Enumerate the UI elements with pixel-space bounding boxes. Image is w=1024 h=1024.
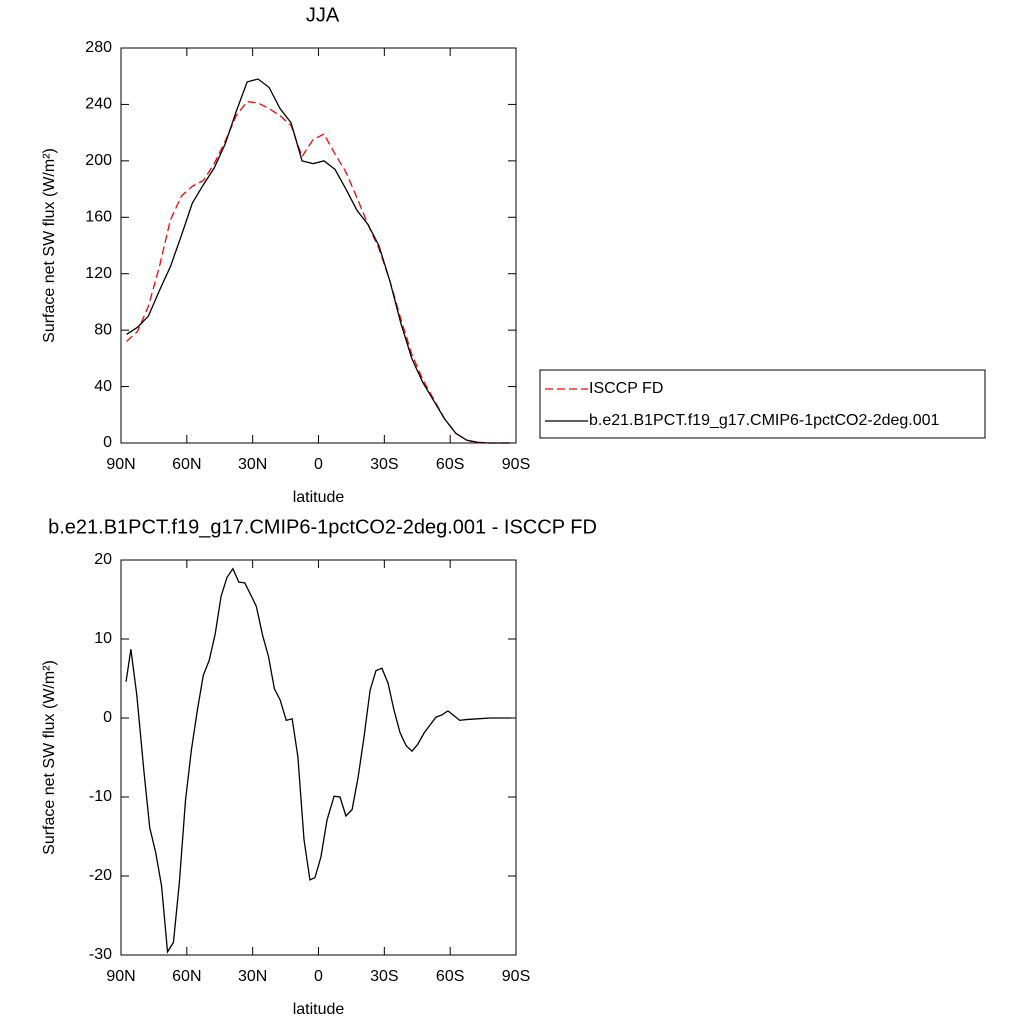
x-tick-label: 60S bbox=[436, 968, 464, 985]
data-line bbox=[126, 100, 511, 444]
y-tick-label: 120 bbox=[85, 265, 112, 282]
chart: b.e21.B1PCT.f19_g17.CMIP6-1pctCO2-2deg.0… bbox=[41, 516, 597, 1018]
y-tick-label: -30 bbox=[89, 946, 112, 963]
x-tick-label: 30S bbox=[370, 456, 398, 473]
legend-label: ISCCP FD bbox=[589, 380, 663, 397]
x-tick-label: 30N bbox=[238, 456, 267, 473]
data-line bbox=[126, 78, 511, 444]
y-tick-label: -20 bbox=[89, 867, 112, 884]
x-tick-label: 60S bbox=[436, 456, 464, 473]
y-tick-label: 280 bbox=[85, 39, 112, 56]
x-tick-label: 90S bbox=[502, 968, 530, 985]
x-tick-label: 90N bbox=[106, 968, 135, 985]
y-axis-label: Surface net SW flux (W/m²) bbox=[41, 660, 58, 855]
plot-frame bbox=[120, 559, 517, 956]
y-axis-label: Surface net SW flux (W/m²) bbox=[41, 148, 58, 343]
y-tick-label: 80 bbox=[94, 321, 112, 338]
x-tick-label: 30N bbox=[238, 968, 267, 985]
x-tick-label: 0 bbox=[314, 968, 323, 985]
legend-label: b.e21.B1PCT.f19_g17.CMIP6-1pctCO2-2deg.0… bbox=[589, 412, 940, 429]
y-tick-label: 240 bbox=[85, 96, 112, 113]
x-tick-label: 0 bbox=[314, 456, 323, 473]
y-tick-label: -10 bbox=[89, 788, 112, 805]
data-line bbox=[125, 567, 511, 954]
x-tick-label: 60N bbox=[172, 968, 201, 985]
chart: JJA 0 40 80 120 160 200 240 280 90N 60N 30N 0 30S 60S 9… bbox=[41, 4, 986, 506]
y-tick-label: 160 bbox=[85, 209, 112, 226]
y-tick-label: 200 bbox=[85, 152, 112, 169]
x-axis-label: latitude bbox=[293, 1001, 345, 1018]
chart-title: b.e21.B1PCT.f19_g17.CMIP6-1pctCO2-2deg.0… bbox=[48, 516, 597, 538]
y-tick-label: 10 bbox=[94, 630, 112, 647]
x-tick-label: 60N bbox=[172, 456, 201, 473]
x-tick-label: 90N bbox=[106, 456, 135, 473]
y-tick-label: 40 bbox=[94, 378, 112, 395]
legend-box bbox=[539, 369, 986, 439]
y-tick-label: 0 bbox=[103, 434, 112, 451]
plot-frame bbox=[120, 47, 517, 444]
y-tick-label: 0 bbox=[103, 709, 112, 726]
y-tick-label: 20 bbox=[94, 551, 112, 568]
x-tick-label: 90S bbox=[502, 456, 530, 473]
x-tick-label: 30S bbox=[370, 968, 398, 985]
chart-title: JJA bbox=[306, 4, 340, 26]
x-axis-label: latitude bbox=[293, 489, 345, 506]
